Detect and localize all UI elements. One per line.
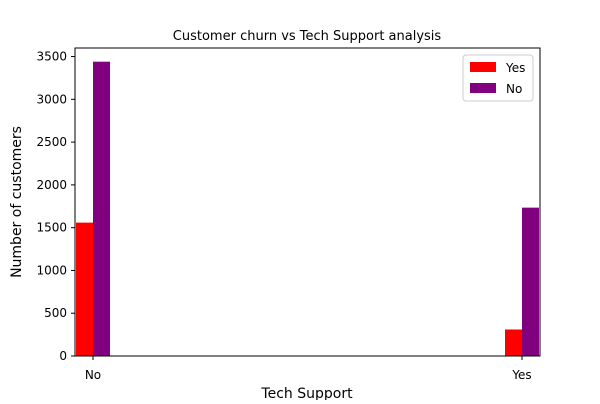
axes-layer: 0 500 1000 1500 2000 2500 3000 3500 No Yes xyxy=(36,47,541,382)
y-tick-label: 2000 xyxy=(36,178,67,192)
y-tick-label: 1500 xyxy=(36,221,67,235)
bar-no-yes xyxy=(522,207,539,356)
legend-label-yes: Yes xyxy=(505,61,525,75)
y-tick-label: 500 xyxy=(44,306,67,320)
y-tick-label: 2500 xyxy=(36,135,67,149)
x-axis-title: Tech Support xyxy=(260,386,353,400)
y-tick-label: 1000 xyxy=(36,263,67,277)
bar-yes-yes xyxy=(505,329,522,356)
legend-swatch-yes xyxy=(470,62,496,72)
legend: Yes No xyxy=(462,54,534,102)
legend-label-no: No xyxy=(506,82,522,96)
x-tick-label: Yes xyxy=(511,368,531,382)
bar-yes-no xyxy=(76,222,93,356)
plot-frame xyxy=(74,47,541,357)
bar-no-no xyxy=(93,61,110,356)
chart-title: Customer churn vs Tech Support analysis xyxy=(173,29,442,44)
legend-swatch-no xyxy=(470,83,496,93)
x-tick-label: No xyxy=(85,368,101,382)
y-tick-label: 3000 xyxy=(36,92,67,106)
bars-layer xyxy=(76,61,539,356)
y-tick-label: 3500 xyxy=(36,50,67,64)
y-axis-title: Number of customers xyxy=(9,126,25,278)
y-tick-label: 0 xyxy=(59,349,67,363)
